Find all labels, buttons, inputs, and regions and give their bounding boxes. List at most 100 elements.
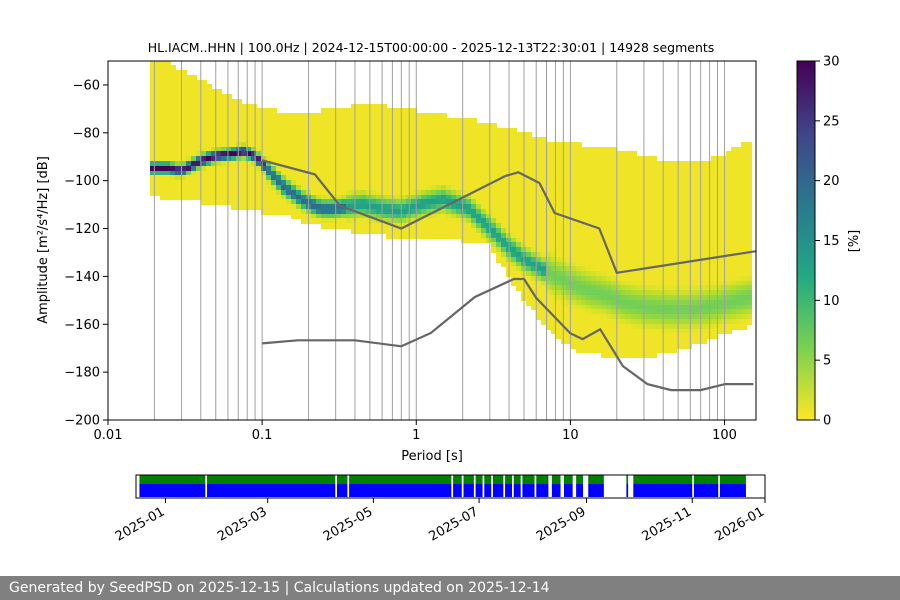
heatmap-cell <box>741 233 747 239</box>
heatmap-cell <box>411 113 417 119</box>
heatmap-cell <box>711 262 717 267</box>
heatmap-cell <box>201 108 207 114</box>
heatmap-cell <box>531 223 537 229</box>
heatmap-cell <box>181 171 187 176</box>
heatmap-cell <box>591 171 597 176</box>
heatmap-cell <box>691 285 697 291</box>
heatmap-cell <box>301 151 307 157</box>
heatmap-cell <box>486 209 492 215</box>
heatmap-cell <box>165 89 171 95</box>
heatmap-cell <box>656 324 662 330</box>
heatmap-cell <box>731 300 737 306</box>
heatmap-cell <box>591 271 597 277</box>
heatmap-cell <box>741 252 747 258</box>
heatmap-cell <box>441 214 447 219</box>
heatmap-cell <box>336 156 342 162</box>
heatmap-cell <box>381 147 387 152</box>
heatmap-cell <box>626 218 632 224</box>
heatmap-cell <box>461 171 467 176</box>
heatmap-cell <box>591 262 597 267</box>
heatmap-cell <box>261 142 267 148</box>
heatmap-cell <box>746 262 752 267</box>
heatmap-cell <box>231 161 237 167</box>
heatmap-cell <box>381 132 387 138</box>
heatmap-cell <box>316 218 322 224</box>
heatmap-cell <box>386 132 392 138</box>
heatmap-cell <box>671 319 677 325</box>
heatmap-cell <box>371 218 377 224</box>
heatmap-cell <box>721 329 727 334</box>
heatmap-cell <box>361 166 367 172</box>
heatmap-cell <box>181 113 187 119</box>
heatmap-cell <box>636 343 642 349</box>
heatmap-cell <box>321 204 327 210</box>
heatmap-cell <box>336 161 342 167</box>
heatmap-cell <box>216 161 222 167</box>
heatmap-cell <box>175 137 182 143</box>
heatmap-cell <box>616 295 622 301</box>
heatmap-cell <box>606 209 612 215</box>
heatmap-cell <box>346 128 352 133</box>
heatmap-cell <box>486 238 492 243</box>
heatmap-cell <box>261 209 267 215</box>
heatmap-cell <box>721 185 727 191</box>
heatmap-cell <box>531 161 537 167</box>
heatmap-cell <box>206 195 212 200</box>
heatmap-cell <box>321 185 327 191</box>
heatmap-cell <box>541 295 547 301</box>
heatmap-cell <box>356 166 362 172</box>
heatmap-cell <box>421 142 427 148</box>
heatmap-cell <box>746 199 752 205</box>
heatmap-cell <box>316 190 322 196</box>
heatmap-cell <box>351 161 357 167</box>
heatmap-cell <box>701 247 707 253</box>
heatmap-cell <box>516 233 522 239</box>
heatmap-cell <box>591 281 597 286</box>
heatmap-cell <box>491 233 497 239</box>
heatmap-cell <box>546 161 552 167</box>
heatmap-cell <box>481 142 487 148</box>
heatmap-cell <box>606 185 612 191</box>
heatmap-cell <box>611 242 617 248</box>
heatmap-cell <box>556 228 562 234</box>
heatmap-cell <box>686 285 692 291</box>
heatmap-cell <box>621 175 627 181</box>
heatmap-cell <box>551 305 557 310</box>
heatmap-cell <box>456 142 462 148</box>
heatmap-cell <box>726 195 732 200</box>
heatmap-cell <box>211 137 217 143</box>
heatmap-cell <box>456 147 462 152</box>
heatmap-cell <box>616 329 622 334</box>
heatmap-cell <box>491 161 497 167</box>
heatmap-cell <box>221 104 227 109</box>
heatmap-cell <box>391 123 397 129</box>
heatmap-cell <box>376 128 382 133</box>
heatmap-cell <box>606 338 612 344</box>
heatmap-cell <box>731 156 737 162</box>
heatmap-cell <box>721 300 727 306</box>
heatmap-cell <box>436 142 442 148</box>
heatmap-cell <box>251 190 257 196</box>
heatmap-cell <box>681 190 687 196</box>
timeline-available-bar <box>522 484 535 497</box>
heatmap-cell <box>711 209 717 215</box>
heatmap-cell <box>481 233 487 239</box>
heatmap-cell <box>481 180 487 186</box>
heatmap-cell <box>175 80 182 85</box>
heatmap-cell <box>175 89 182 95</box>
heatmap-cell <box>181 70 187 76</box>
heatmap-cell <box>531 281 537 286</box>
heatmap-cell <box>276 113 282 119</box>
heatmap-cell <box>671 171 677 176</box>
heatmap-cell <box>316 214 322 219</box>
heatmap-cell <box>431 128 437 133</box>
heatmap-cell <box>441 113 447 119</box>
heatmap-cell <box>656 242 662 248</box>
heatmap-cell <box>476 128 482 133</box>
heatmap-cell <box>401 156 407 162</box>
heatmap-cell <box>711 233 717 239</box>
heatmap-cell <box>691 228 697 234</box>
heatmap-cell <box>261 171 267 176</box>
heatmap-cell <box>646 175 652 181</box>
heatmap-cell <box>696 309 702 315</box>
